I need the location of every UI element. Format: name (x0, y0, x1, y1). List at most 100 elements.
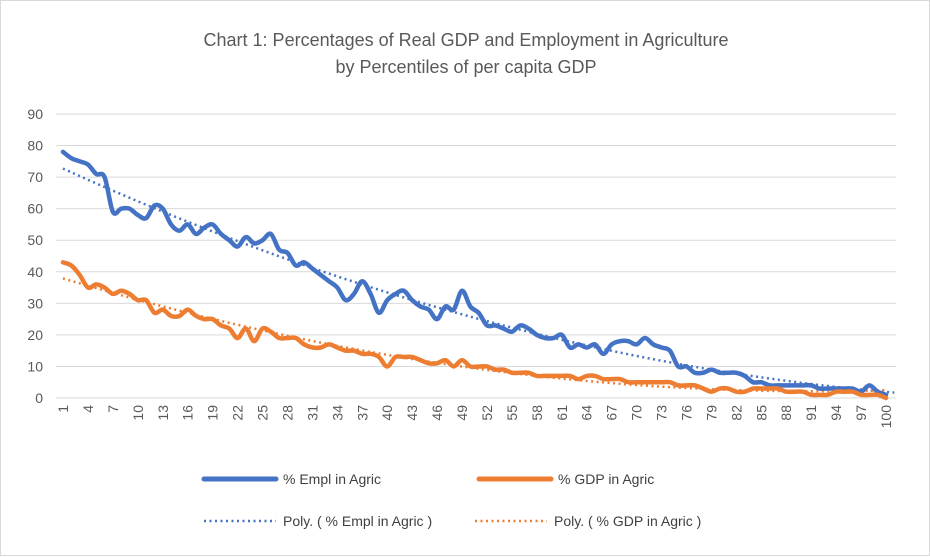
data-point-empl (578, 344, 579, 345)
x-tick-label: 28 (279, 405, 295, 421)
data-point-empl (869, 385, 870, 386)
data-point-gdp (337, 347, 338, 348)
x-tick-label: 97 (853, 405, 869, 421)
data-point-gdp (802, 391, 803, 392)
data-point-gdp (112, 293, 113, 294)
x-tick-label: 22 (230, 405, 246, 421)
data-point-gdp (445, 360, 446, 361)
data-point-empl (87, 164, 88, 165)
data-point-empl (353, 293, 354, 294)
y-tick-label: 40 (27, 264, 43, 280)
data-point-gdp (586, 375, 587, 376)
data-point-gdp (295, 338, 296, 339)
data-point-gdp (794, 391, 795, 392)
data-point-gdp (63, 262, 64, 263)
data-point-empl (312, 268, 313, 269)
x-tick-label: 25 (255, 405, 271, 421)
data-point-gdp (453, 366, 454, 367)
data-point-gdp (686, 385, 687, 386)
data-point-gdp (270, 331, 271, 332)
data-point-empl (545, 338, 546, 339)
data-point-gdp (171, 315, 172, 316)
data-point-empl (445, 306, 446, 307)
data-point-gdp (744, 391, 745, 392)
y-tick-label: 0 (35, 390, 43, 406)
data-point-gdp (719, 388, 720, 389)
data-point-gdp (495, 369, 496, 370)
x-tick-label: 46 (429, 405, 445, 421)
data-point-gdp (312, 347, 313, 348)
x-tick-label: 40 (379, 405, 395, 421)
data-point-empl (437, 319, 438, 320)
y-axis-ticks: 0 10 20 30 40 50 60 70 80 90 (27, 106, 43, 406)
data-point-gdp (661, 382, 662, 383)
y-tick-label: 10 (27, 358, 43, 374)
data-point-gdp (420, 360, 421, 361)
data-point-empl (387, 300, 388, 301)
data-point-empl (486, 325, 487, 326)
data-point-empl (769, 385, 770, 386)
data-point-gdp (827, 394, 828, 395)
data-point-empl (570, 347, 571, 348)
data-point-gdp (694, 385, 695, 386)
data-point-empl (320, 274, 321, 275)
data-point-gdp (728, 388, 729, 389)
data-point-gdp (387, 366, 388, 367)
trendlines (62, 167, 895, 394)
data-point-empl (611, 344, 612, 345)
x-tick-label: 19 (205, 405, 221, 421)
data-point-empl (262, 240, 263, 241)
data-point-empl (653, 344, 654, 345)
data-point-empl (802, 385, 803, 386)
data-point-gdp (553, 375, 554, 376)
data-point-empl (852, 388, 853, 389)
x-tick-label: 64 (579, 405, 595, 421)
data-point-gdp (761, 388, 762, 389)
data-point-gdp (703, 388, 704, 389)
legend-label-empl-trend: Poly. ( % Empl in Agric ) (283, 513, 432, 529)
data-point-gdp (353, 350, 354, 351)
x-tick-label: 31 (304, 405, 320, 421)
data-point-empl (794, 385, 795, 386)
data-point-empl (536, 334, 537, 335)
x-tick-label: 7 (105, 405, 121, 413)
data-point-gdp (104, 287, 105, 288)
data-point-empl (503, 328, 504, 329)
data-point-empl (752, 382, 753, 383)
data-point-gdp (769, 388, 770, 389)
data-point-gdp (412, 356, 413, 357)
x-tick-label: 61 (554, 405, 570, 421)
data-point-gdp (628, 382, 629, 383)
chart-subtitle: by Percentiles of per capita GDP (335, 57, 596, 77)
data-point-empl (63, 151, 64, 152)
data-point-empl (137, 214, 138, 215)
data-point-gdp (162, 309, 163, 310)
data-point-empl (420, 306, 421, 307)
data-point-gdp (254, 341, 255, 342)
x-tick-label: 34 (329, 405, 345, 421)
data-point-empl (337, 287, 338, 288)
data-point-empl (553, 338, 554, 339)
data-point-empl (462, 290, 463, 291)
data-point-gdp (362, 353, 363, 354)
data-point-empl (196, 233, 197, 234)
data-point-empl (886, 394, 887, 395)
x-tick-label: 13 (155, 405, 171, 421)
data-point-gdp (96, 284, 97, 285)
data-point-gdp (196, 315, 197, 316)
data-point-gdp (611, 379, 612, 380)
data-point-empl (204, 227, 205, 228)
data-point-empl (744, 375, 745, 376)
data-point-empl (711, 369, 712, 370)
data-point-gdp (736, 391, 737, 392)
data-point-gdp (595, 375, 596, 376)
data-point-gdp (511, 372, 512, 373)
x-tick-label: 4 (80, 405, 96, 413)
x-tick-label: 1 (55, 405, 71, 413)
data-point-empl (270, 233, 271, 234)
data-point-empl (495, 325, 496, 326)
data-point-empl (827, 388, 828, 389)
data-point-gdp (154, 312, 155, 313)
data-point-gdp (79, 274, 80, 275)
